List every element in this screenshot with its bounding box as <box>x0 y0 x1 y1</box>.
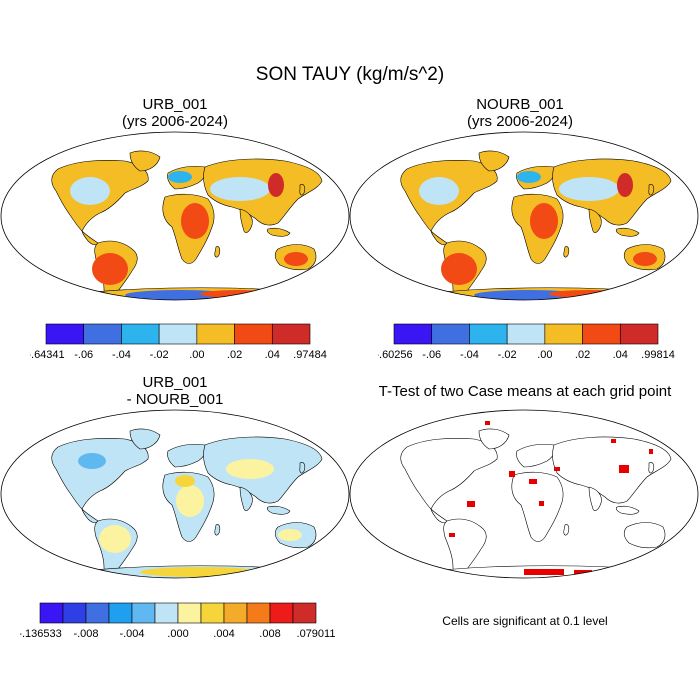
map-frame <box>0 409 350 579</box>
panel-title-line1: NOURB_001 <box>476 96 564 113</box>
nourb-field-patches <box>419 171 657 300</box>
colorbar-swatch <box>431 323 470 345</box>
colorbar-swatch <box>619 323 659 345</box>
colorbar-swatch <box>393 323 433 345</box>
colorbar-swatch <box>469 323 508 345</box>
colorbar-label: -.60256 <box>378 349 413 361</box>
colorbar-label: -.64341 <box>30 349 65 361</box>
colorbar-label: .00 <box>537 349 552 361</box>
figure-title: SON TAUY (kg/m/s^2) <box>255 64 445 85</box>
colorbar-swatch <box>108 602 133 624</box>
colorbar-swatch <box>62 602 87 624</box>
colorbar-swatch <box>234 323 273 345</box>
map-ttest <box>349 409 699 579</box>
panel-title-nourb: NOURB_001 (yrs 2006-2024) <box>405 96 635 130</box>
colorbar-swatch <box>158 323 198 345</box>
colorbar-swatch <box>200 602 225 624</box>
colorbar-label: -.04 <box>112 349 131 361</box>
panel-title-ttest: T-Test of two Case means at each grid po… <box>350 383 700 400</box>
colorbar-label: -.04 <box>460 349 479 361</box>
colorbar-swatch <box>292 602 317 624</box>
colorbar-label: .02 <box>227 349 242 361</box>
map-frame <box>349 409 699 579</box>
colorbar-swatch <box>154 602 179 624</box>
map-frame <box>0 131 350 301</box>
colorbar-swatch <box>223 602 248 624</box>
colorbar-label: -.02 <box>498 349 517 361</box>
colorbar-swatch <box>506 323 546 345</box>
colorbar-swatch <box>39 602 64 624</box>
colorbar-swatch <box>544 323 583 345</box>
colorbar-swatch <box>83 323 122 345</box>
colorbar-swatch <box>177 602 202 624</box>
panel-title-line2: (yrs 2006-2024) <box>467 113 573 130</box>
colorbar-label: -.02 <box>150 349 169 361</box>
colorbar-swatch <box>196 323 235 345</box>
colorbar-label: .04 <box>265 349 280 361</box>
panel-title-urb: URB_001 (yrs 2006-2024) <box>60 96 290 130</box>
map-urb <box>0 131 350 301</box>
colorbar-swatch <box>45 323 85 345</box>
colorbar-label: .97484 <box>293 349 327 361</box>
colorbar-swatch <box>582 323 621 345</box>
colorbar-label: -.06 <box>74 349 93 361</box>
panel-title-line1: T-Test of two Case means at each grid po… <box>378 383 672 400</box>
significance-note: Cells are significant at 0.1 level <box>442 614 608 628</box>
colorbar-label: -.136533 <box>20 628 62 640</box>
colorbar-swatch <box>271 323 311 345</box>
colorbar-urb: -.64341 -.06 -.04 -.02 .00 .02 .04 .97484 <box>30 323 327 361</box>
colorbar-label: .000 <box>167 628 188 640</box>
colorbar-label: -.008 <box>73 628 98 640</box>
diff-field-patches <box>78 453 302 577</box>
colorbar-label: .004 <box>213 628 234 640</box>
map-frame <box>349 131 699 301</box>
map-nourb <box>349 131 699 301</box>
colorbar-swatch <box>121 323 160 345</box>
colorbar-label: .00 <box>189 349 204 361</box>
colorbar-label: .02 <box>575 349 590 361</box>
colorbar-label: .04 <box>613 349 628 361</box>
colorbar-swatch <box>131 602 156 624</box>
urb-field-patches <box>70 171 308 300</box>
panel-title-diff: URB_001 - NOURB_001 <box>60 374 290 408</box>
colorbar-nourb: -.60256 -.06 -.04 -.02 .00 .02 .04 .99814 <box>378 323 675 361</box>
colorbar-label: -.06 <box>422 349 441 361</box>
panel-title-line1: URB_001 <box>142 96 208 113</box>
colorbar-diff: -.136533 -.008 -.004 .000 .004 .008 .079011 <box>20 602 336 640</box>
map-diff <box>0 409 350 579</box>
panel-title-line2: (yrs 2006-2024) <box>122 113 228 130</box>
colorbar-label: -.004 <box>119 628 144 640</box>
panel-title-line2: - NOURB_001 <box>126 391 224 408</box>
colorbar-swatch <box>85 602 110 624</box>
colorbar-label: .079011 <box>297 628 336 640</box>
colorbar-label: .008 <box>259 628 280 640</box>
panel-title-line1: URB_001 <box>142 374 208 391</box>
colorbar-swatch <box>269 602 294 624</box>
colorbar-swatch <box>246 602 271 624</box>
colorbar-label: .99814 <box>641 349 675 361</box>
